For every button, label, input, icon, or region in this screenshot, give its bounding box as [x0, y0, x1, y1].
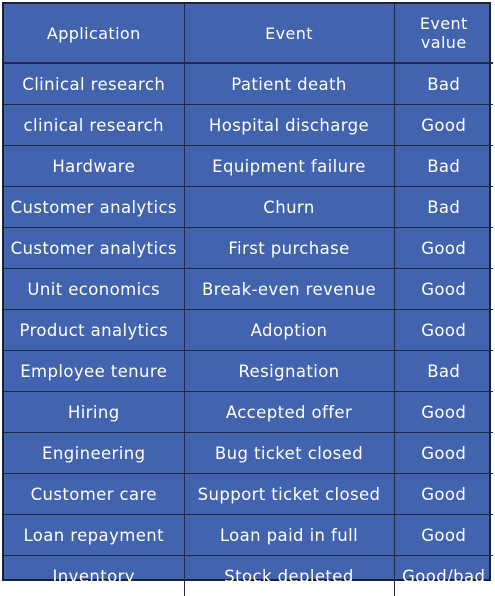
cell-event-value: Bad — [394, 146, 493, 187]
cell-application: clinical research — [4, 105, 184, 146]
cell-event: Churn — [184, 187, 394, 228]
header-event-value-line2: value — [395, 33, 494, 52]
cell-event: Bug ticket closed — [184, 433, 394, 474]
cell-event-value: Good — [394, 433, 493, 474]
events-table-container: Application Event Event value Clinical r… — [2, 2, 491, 581]
header-event-value: Event value — [394, 4, 493, 63]
cell-event: Adoption — [184, 310, 394, 351]
cell-event: First purchase — [184, 228, 394, 269]
cell-event: Loan paid in full — [184, 515, 394, 556]
cell-event-value: Good/bad — [394, 556, 493, 596]
cell-application: Engineering — [4, 433, 184, 474]
cell-event-value: Good — [394, 310, 493, 351]
cell-application: Clinical research — [4, 63, 184, 105]
cell-event-value: Bad — [394, 351, 493, 392]
cell-application: Inventory — [4, 556, 184, 596]
events-table: Application Event Event value Clinical r… — [4, 4, 493, 596]
cell-event: Hospital discharge — [184, 105, 394, 146]
cell-application: Hardware — [4, 146, 184, 187]
cell-application: Employee tenure — [4, 351, 184, 392]
cell-event-value: Good — [394, 515, 493, 556]
cell-event-value: Good — [394, 474, 493, 515]
cell-event-value: Good — [394, 228, 493, 269]
cell-event: Patient death — [184, 63, 394, 105]
header-event-value-line1: Event — [395, 14, 494, 33]
cell-application: Unit economics — [4, 269, 184, 310]
cell-event: Resignation — [184, 351, 394, 392]
cell-event: Break-even revenue — [184, 269, 394, 310]
cell-application: Customer care — [4, 474, 184, 515]
header-event: Event — [184, 4, 394, 63]
header-application: Application — [4, 4, 184, 63]
table-header-row: Application Event Event value — [4, 4, 493, 63]
cell-event-value: Good — [394, 392, 493, 433]
cell-event-value: Bad — [394, 63, 493, 105]
cell-event: Support ticket closed — [184, 474, 394, 515]
cell-event: Accepted offer — [184, 392, 394, 433]
cell-event-value: Good — [394, 269, 493, 310]
cell-event-value: Good — [394, 105, 493, 146]
cell-application: Hiring — [4, 392, 184, 433]
cell-application: Product analytics — [4, 310, 184, 351]
cell-application: Loan repayment — [4, 515, 184, 556]
cell-event-value: Bad — [394, 187, 493, 228]
cell-application: Customer analytics — [4, 187, 184, 228]
cell-event: Equipment failure — [184, 146, 394, 187]
cell-application: Customer analytics — [4, 228, 184, 269]
cell-event: Stock depleted — [184, 556, 394, 596]
